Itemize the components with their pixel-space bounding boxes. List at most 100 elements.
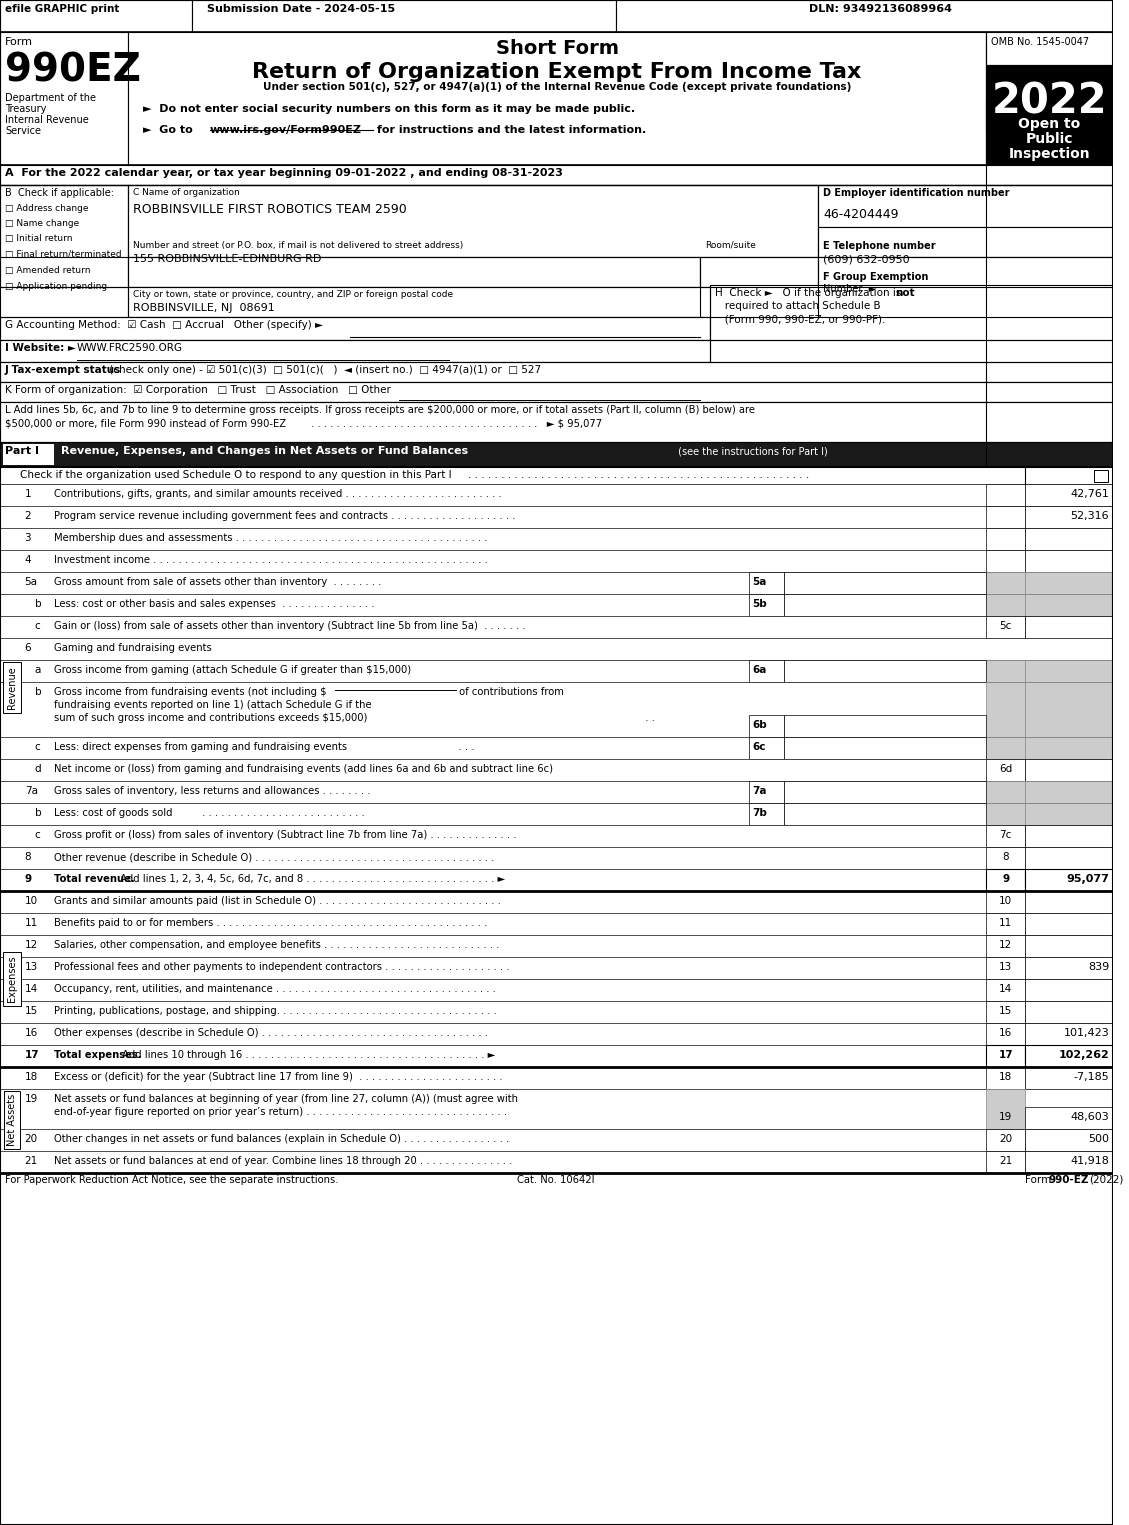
Text: Printing, publications, postage, and shipping. . . . . . . . . . . . . . . . . .: Printing, publications, postage, and shi… — [54, 1006, 497, 1016]
Text: 19: 19 — [999, 1112, 1013, 1122]
Text: Investment income . . . . . . . . . . . . . . . . . . . . . . . . . . . . . . . : Investment income . . . . . . . . . . . … — [54, 555, 488, 564]
Bar — [0, 737, 1113, 759]
Text: □ Application pending: □ Application pending — [5, 282, 107, 291]
Text: □ Initial return: □ Initial return — [5, 233, 72, 242]
Bar — [986, 1128, 1025, 1151]
Text: Submission Date - 2024-05-15: Submission Date - 2024-05-15 — [207, 5, 395, 14]
Text: d: d — [35, 764, 41, 775]
Bar — [0, 0, 192, 32]
Text: fundraising events reported on line 1) (attach Schedule G if the: fundraising events reported on line 1) (… — [54, 700, 371, 711]
Bar — [0, 165, 1113, 185]
Bar — [0, 913, 1113, 935]
Bar — [986, 737, 1025, 759]
Text: (check only one) - ☑ 501(c)(3)  □ 501(c)(   )  ◄ (insert no.)  □ 4947(a)(1) or  : (check only one) - ☑ 501(c)(3) □ 501(c)(… — [106, 364, 542, 375]
Text: L Add lines 5b, 6c, and 7b to line 9 to determine gross receipts. If gross recei: L Add lines 5b, 6c, and 7b to line 9 to … — [5, 406, 755, 415]
Bar — [1025, 572, 1113, 595]
Bar — [986, 101, 1113, 165]
Text: Service: Service — [5, 127, 41, 136]
Bar — [3, 444, 54, 465]
Text: Less: cost or other basis and sales expenses  . . . . . . . . . . . . . . .: Less: cost or other basis and sales expe… — [54, 599, 375, 608]
Text: efile GRAPHIC print: efile GRAPHIC print — [5, 5, 120, 14]
Text: □ Name change: □ Name change — [5, 220, 79, 229]
Text: 102,262: 102,262 — [1059, 1051, 1110, 1060]
Text: Benefits paid to or for members . . . . . . . . . . . . . . . . . . . . . . . . : Benefits paid to or for members . . . . … — [54, 918, 488, 929]
Text: Add lines 1, 2, 3, 4, 5c, 6d, 7c, and 8 . . . . . . . . . . . . . . . . . . . . : Add lines 1, 2, 3, 4, 5c, 6d, 7c, and 8 … — [117, 874, 506, 884]
Text: 42,761: 42,761 — [1070, 490, 1110, 499]
Text: Department of the: Department of the — [5, 93, 96, 104]
Text: C Name of organization: C Name of organization — [133, 188, 239, 197]
Bar — [0, 682, 1113, 737]
Bar — [819, 227, 1113, 258]
Bar — [986, 572, 1025, 595]
Text: Gross income from gaming (attach Schedule G if greater than $15,000): Gross income from gaming (attach Schedul… — [54, 665, 411, 676]
Text: sum of such gross income and contributions exceeds $15,000): sum of such gross income and contributio… — [54, 714, 368, 723]
Text: Gain or (loss) from sale of assets other than inventory (Subtract line 5b from l: Gain or (loss) from sale of assets other… — [54, 621, 526, 631]
Bar — [750, 804, 784, 825]
Bar — [1025, 891, 1113, 913]
Text: 19: 19 — [25, 1093, 38, 1104]
Text: Occupancy, rent, utilities, and maintenance . . . . . . . . . . . . . . . . . . : Occupancy, rent, utilities, and maintena… — [54, 984, 496, 994]
Text: 10: 10 — [999, 897, 1013, 906]
Bar — [616, 0, 1113, 32]
Bar — [0, 979, 1113, 1000]
Bar — [1025, 528, 1113, 551]
Text: Form: Form — [1025, 1174, 1054, 1185]
Text: J Tax-exempt status: J Tax-exempt status — [5, 364, 121, 375]
Text: 6d: 6d — [999, 764, 1013, 775]
Text: . . .: . . . — [446, 743, 474, 752]
Bar — [0, 528, 1113, 551]
Text: Other revenue (describe in Schedule O) . . . . . . . . . . . . . . . . . . . . .: Other revenue (describe in Schedule O) .… — [54, 852, 495, 862]
Bar — [129, 32, 986, 165]
Text: 2: 2 — [25, 511, 32, 522]
Text: Less: cost of goods sold: Less: cost of goods sold — [54, 808, 173, 817]
Text: 12: 12 — [999, 939, 1013, 950]
Text: ROBBINSVILLE, NJ  08691: ROBBINSVILLE, NJ 08691 — [133, 303, 274, 313]
Text: 14: 14 — [999, 984, 1013, 994]
Text: 17: 17 — [25, 1051, 40, 1060]
Text: 5b: 5b — [752, 599, 767, 608]
Text: K Form of organization:  ☑ Corporation   □ Trust   □ Association   □ Other: K Form of organization: ☑ Corporation □ … — [5, 384, 391, 395]
Text: b: b — [35, 808, 41, 817]
Bar — [819, 258, 1113, 287]
Text: Inspection: Inspection — [1008, 146, 1089, 162]
Bar — [986, 1089, 1025, 1128]
Text: ►  Go to: ► Go to — [143, 125, 196, 136]
Text: □ Final return/terminated: □ Final return/terminated — [5, 250, 122, 259]
Bar — [0, 759, 1113, 781]
Bar — [1025, 846, 1113, 869]
Text: Membership dues and assessments . . . . . . . . . . . . . . . . . . . . . . . . : Membership dues and assessments . . . . … — [54, 534, 488, 543]
Bar — [0, 1128, 1113, 1151]
Bar — [1094, 470, 1109, 482]
Bar — [129, 287, 819, 317]
Bar — [986, 551, 1025, 572]
Bar — [1025, 1023, 1113, 1045]
Bar — [986, 66, 1113, 130]
Bar — [784, 660, 986, 682]
Text: b: b — [35, 686, 41, 697]
Text: 14: 14 — [25, 984, 38, 994]
Bar — [0, 483, 1113, 506]
Bar — [0, 958, 1113, 979]
Text: www.irs.gov/Form990EZ: www.irs.gov/Form990EZ — [210, 125, 362, 136]
Text: 18: 18 — [25, 1072, 38, 1083]
Bar — [986, 913, 1025, 935]
Bar — [0, 1000, 1113, 1023]
Text: Public: Public — [1025, 133, 1073, 146]
Bar — [986, 935, 1025, 958]
Bar — [784, 781, 986, 804]
Text: Internal Revenue: Internal Revenue — [5, 114, 89, 125]
Bar — [986, 759, 1025, 781]
Text: 6c: 6c — [752, 743, 765, 752]
Text: Revenue: Revenue — [7, 666, 17, 709]
Text: Gross profit or (loss) from sales of inventory (Subtract line 7b from line 7a) .: Gross profit or (loss) from sales of inv… — [54, 830, 517, 840]
Text: 20: 20 — [25, 1135, 37, 1144]
Bar — [750, 715, 784, 737]
Bar — [0, 660, 1113, 682]
Text: 5a: 5a — [25, 576, 37, 587]
Text: 17: 17 — [998, 1051, 1013, 1060]
Text: For Paperwork Reduction Act Notice, see the separate instructions.: For Paperwork Reduction Act Notice, see … — [5, 1174, 339, 1185]
Text: Professional fees and other payments to independent contractors . . . . . . . . : Professional fees and other payments to … — [54, 962, 509, 971]
Text: required to attach Schedule B: required to attach Schedule B — [715, 300, 881, 311]
Text: c: c — [35, 743, 41, 752]
Bar — [986, 1151, 1025, 1173]
